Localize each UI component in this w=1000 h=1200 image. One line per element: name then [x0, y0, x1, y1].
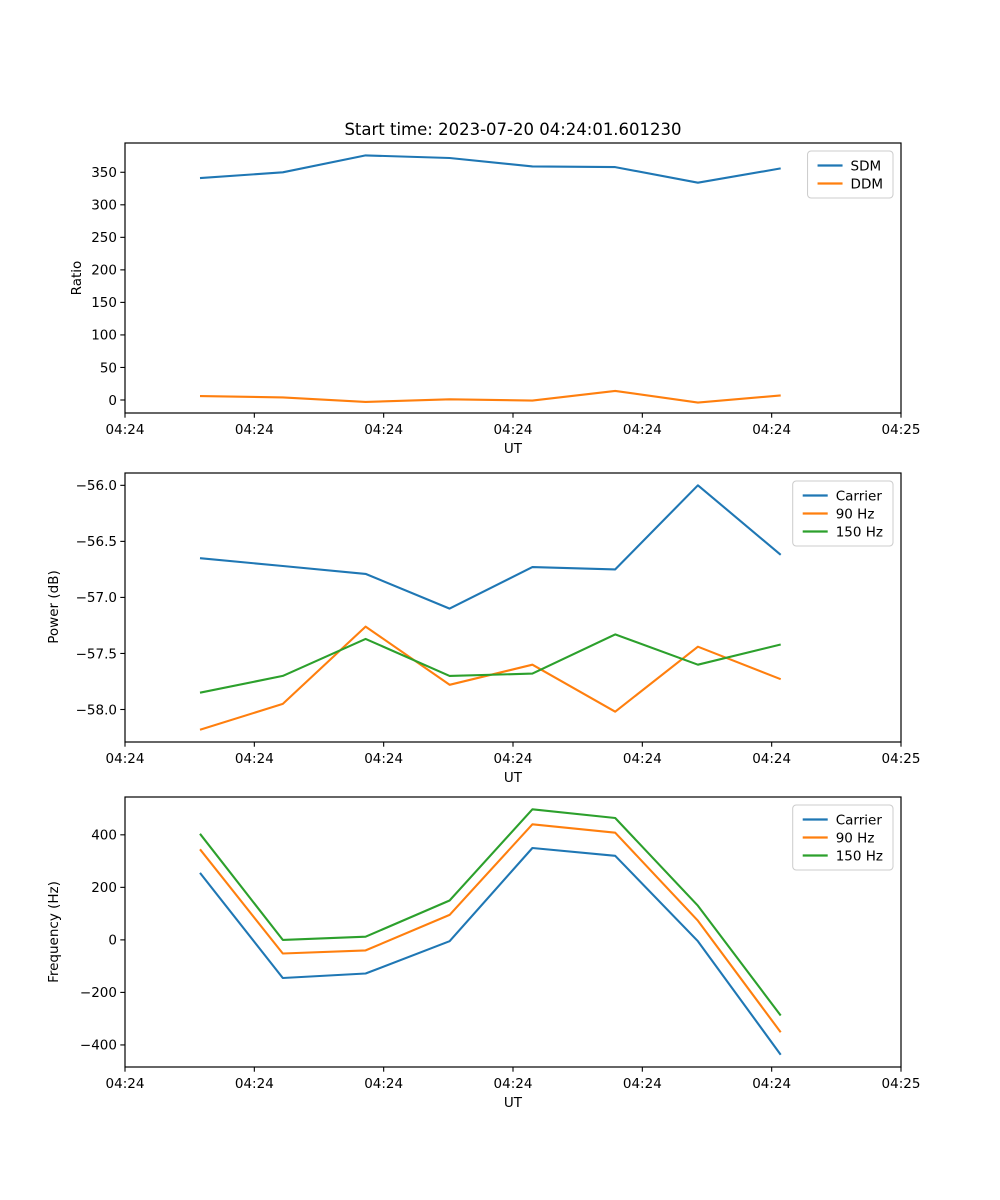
y-axis-label-0: Ratio: [69, 260, 85, 296]
x-tick-label: 04:24: [623, 1076, 662, 1092]
x-tick-label: 04:24: [364, 422, 403, 438]
x-tick-label: 04:24: [106, 422, 145, 438]
y-tick-label: 300: [91, 198, 117, 214]
series-line-150-hz: [199, 633, 781, 694]
x-tick-label: 04:24: [494, 422, 533, 438]
legend: Carrier 90 Hz 150 Hz: [792, 480, 894, 547]
y-tick-label: −57.0: [76, 590, 117, 606]
legend-label: 90 Hz: [836, 506, 875, 522]
legend-label: Carrier: [836, 812, 883, 828]
legend-box: [792, 480, 894, 547]
y-tick-label: −56.5: [76, 534, 117, 550]
y-tick-label: 400: [91, 828, 117, 844]
y-tick-label: 0: [108, 933, 117, 949]
y-tick-label: 200: [91, 880, 117, 896]
series-line-carrier: [199, 484, 782, 610]
series-line-90-hz: [199, 823, 782, 1033]
x-tick-label: 04:24: [235, 422, 274, 438]
x-tick-label: 04:24: [364, 1076, 403, 1092]
axes-frame: [124, 142, 902, 414]
x-tick-label: 04:24: [106, 1076, 145, 1092]
x-tick-label: 04:25: [882, 1076, 921, 1092]
x-tick-label: 04:25: [882, 751, 921, 767]
y-tick-label: 350: [91, 165, 117, 181]
x-tick-label: 04:24: [752, 1076, 791, 1092]
x-tick-label: 04:24: [235, 1076, 274, 1092]
x-tick-label: 04:25: [882, 422, 921, 438]
x-tick-label: 04:24: [494, 1076, 533, 1092]
y-axis-label-2: Frequency (Hz): [46, 881, 62, 983]
axes-frame: [124, 796, 902, 1068]
x-tick-label: 04:24: [623, 422, 662, 438]
y-tick-label: −57.5: [76, 646, 117, 662]
y-axis-label-1: Power (dB): [46, 570, 62, 644]
y-tick-label: 200: [91, 263, 117, 279]
y-tick-label: 150: [91, 295, 117, 311]
x-tick-label: 04:24: [623, 751, 662, 767]
series-line-ddm: [199, 389, 781, 404]
y-tick-label: −58.0: [76, 702, 117, 718]
x-axis-label-2: UT: [503, 1095, 523, 1111]
legend-label: 90 Hz: [836, 830, 875, 846]
x-tick-label: 04:24: [235, 751, 274, 767]
x-axis-label-0: UT: [503, 441, 523, 457]
legend-label: 150 Hz: [836, 524, 883, 540]
y-tick-label: −200: [80, 985, 117, 1001]
legend-box: [807, 150, 894, 199]
x-tick-label: 04:24: [494, 751, 533, 767]
legend-label: SDM: [851, 158, 882, 174]
x-tick-label: 04:24: [752, 751, 791, 767]
x-tick-label: 04:24: [752, 422, 791, 438]
series-line-150-hz: [199, 808, 782, 1017]
legend-box: [792, 804, 894, 871]
y-tick-label: 0: [108, 393, 117, 409]
legend-label: DDM: [851, 176, 883, 192]
legend: SDM DDM: [807, 150, 894, 199]
x-axis-label-1: UT: [503, 770, 523, 786]
series-line-carrier: [199, 846, 782, 1056]
legend: Carrier 90 Hz 150 Hz: [792, 804, 894, 871]
y-tick-label: 250: [91, 230, 117, 246]
figure-title: Start time: 2023-07-20 04:24:01.601230: [344, 120, 682, 139]
series-line-sdm: [199, 154, 781, 184]
axes-frame: [124, 472, 902, 743]
series-line-90-hz: [199, 625, 782, 731]
x-tick-label: 04:24: [106, 751, 145, 767]
legend-label: Carrier: [836, 488, 883, 504]
legend-label: 150 Hz: [836, 848, 883, 864]
x-tick-label: 04:24: [364, 751, 403, 767]
y-tick-label: −56.0: [76, 478, 117, 494]
y-tick-label: −400: [80, 1038, 117, 1054]
y-tick-label: 50: [100, 360, 117, 376]
y-tick-label: 100: [91, 328, 117, 344]
